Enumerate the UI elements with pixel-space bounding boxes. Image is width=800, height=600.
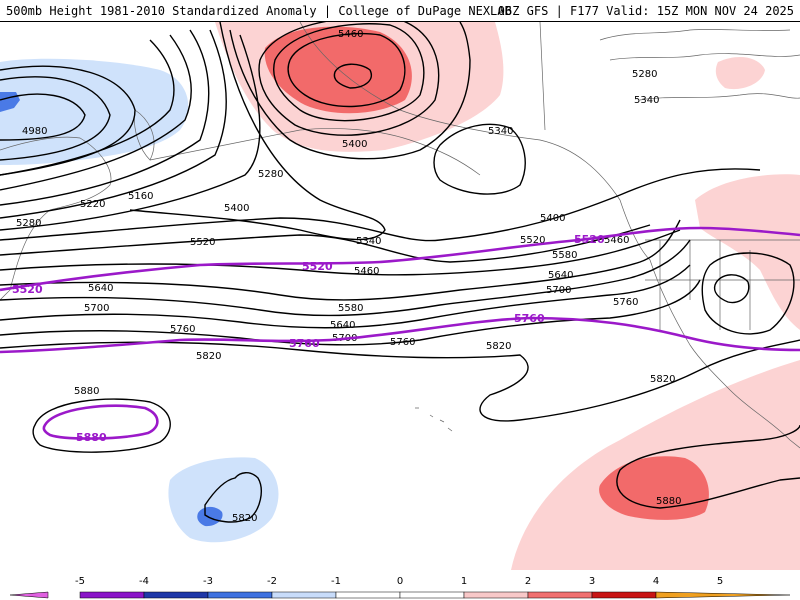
hawaii-islands bbox=[415, 407, 453, 432]
contour-label: 5400 bbox=[342, 139, 367, 150]
contour-label: 5640 bbox=[88, 283, 113, 294]
contour-label: 5400 bbox=[224, 203, 249, 214]
negative-anomaly-south bbox=[168, 457, 279, 543]
contour-label: 5280 bbox=[632, 69, 657, 80]
contour-label: 5460 bbox=[338, 29, 363, 40]
negative-anomaly-south-core bbox=[197, 506, 223, 527]
climo-5760 bbox=[0, 316, 800, 354]
contour-label: 5700 bbox=[84, 303, 109, 314]
colorbar-tick-label: -3 bbox=[203, 576, 213, 587]
contour-label: 5700 bbox=[546, 285, 571, 296]
contour-label: 5580 bbox=[552, 250, 577, 261]
colorbar-tick-label: -5 bbox=[75, 576, 85, 587]
arctic-islands bbox=[599, 29, 800, 101]
climo-label: 5520 bbox=[574, 233, 605, 246]
climo-label: 5520 bbox=[302, 260, 333, 273]
colorbar-swatch bbox=[655, 591, 791, 599]
contour-label: 5340 bbox=[356, 236, 381, 247]
alaska-coast bbox=[299, 22, 621, 201]
climo-label: 5880 bbox=[76, 431, 107, 444]
positive-anomaly-se-core bbox=[599, 456, 709, 520]
contour-label: 5340 bbox=[488, 126, 513, 137]
contour-label: 5520 bbox=[520, 235, 545, 246]
positive-anomaly-east bbox=[695, 174, 800, 330]
climo-label: 5760 bbox=[289, 337, 320, 350]
colorbar-tick-label: 5 bbox=[717, 576, 723, 587]
contour-label: 5280 bbox=[16, 218, 41, 229]
colorbar-swatch bbox=[207, 591, 273, 599]
climo-5520 bbox=[0, 226, 800, 292]
contour-label: 5880 bbox=[74, 386, 99, 397]
colorbar-tick-label: 4 bbox=[653, 576, 659, 587]
colorbar-tick-label: 1 bbox=[461, 576, 467, 587]
colorbar-ticks: -5 -4 -3 -2 -1 0 1 2 3 4 5 bbox=[75, 576, 723, 587]
contour-label: 5580 bbox=[338, 303, 363, 314]
colorbar-swatch bbox=[463, 591, 529, 599]
contour-labels: 5460 5280 5340 4980 5340 5400 5280 5160 … bbox=[16, 29, 681, 524]
height-contours bbox=[0, 22, 800, 523]
coastlines bbox=[0, 22, 800, 449]
contour-label: 5640 bbox=[330, 320, 355, 331]
header-bar: 500mb Height 1981-2010 Standardized Anom… bbox=[0, 0, 800, 22]
colorbar-tick-label: -1 bbox=[331, 576, 341, 587]
contour-label: 5400 bbox=[540, 213, 565, 224]
contour-5820-south bbox=[204, 472, 262, 523]
contour-5460-low bbox=[333, 63, 372, 89]
climo-label: 5760 bbox=[514, 312, 545, 325]
colorbar-tick-label: 2 bbox=[525, 576, 531, 587]
climatology-contours bbox=[0, 226, 800, 440]
aleutian-chain bbox=[149, 128, 481, 176]
climatology-labels: 5520 5520 5520 5760 5760 5880 bbox=[12, 233, 605, 444]
anomaly-colorbar: -5 -4 -3 -2 -1 0 1 2 3 4 5 bbox=[9, 576, 791, 599]
colorbar-swatch bbox=[143, 591, 209, 599]
map-title: 500mb Height 1981-2010 Standardized Anom… bbox=[6, 4, 512, 18]
contour-label: 5760 bbox=[613, 297, 638, 308]
colorbar-tick-label: -4 bbox=[139, 576, 149, 587]
contour-label: 5820 bbox=[650, 374, 675, 385]
anomaly-shading bbox=[0, 22, 800, 570]
colorbar-swatch bbox=[271, 591, 337, 599]
contour-label: 5280 bbox=[258, 169, 283, 180]
contour-5880-se bbox=[616, 424, 800, 509]
contour-label: 5820 bbox=[232, 513, 257, 524]
contour-label: 5460 bbox=[604, 235, 629, 246]
colorbar-swatches bbox=[9, 591, 791, 599]
climo-5880 bbox=[42, 404, 159, 440]
colorbar-tick-label: 0 bbox=[397, 576, 403, 587]
height-anomaly-map: 5460 5280 5340 4980 5340 5400 5280 5160 … bbox=[0, 22, 800, 570]
positive-anomaly-ne bbox=[715, 56, 765, 90]
colorbar-swatch bbox=[335, 591, 401, 599]
contour-label: 5820 bbox=[196, 351, 221, 362]
colorbar-tick-label: 3 bbox=[589, 576, 595, 587]
climo-label: 5520 bbox=[12, 283, 43, 296]
colorbar-swatch bbox=[79, 591, 145, 599]
contour-label: 5880 bbox=[656, 496, 681, 507]
negative-anomaly-nw-core bbox=[0, 92, 20, 112]
run-valid-time: 06Z GFS | F177 Valid: 15Z MON NOV 24 202… bbox=[497, 4, 794, 18]
colorbar-swatch bbox=[591, 591, 657, 599]
contour-label: 5460 bbox=[354, 266, 379, 277]
contour-label: 4980 bbox=[22, 126, 47, 137]
contour-label: 5820 bbox=[486, 341, 511, 352]
contour-label: 5760 bbox=[390, 337, 415, 348]
colorbar-swatch bbox=[9, 591, 49, 599]
north-america-coast bbox=[539, 22, 800, 449]
asia-coast bbox=[0, 136, 112, 301]
colorbar-tick-label: -2 bbox=[267, 576, 277, 587]
contour-label: 5520 bbox=[190, 237, 215, 248]
contour-label: 5340 bbox=[634, 95, 659, 106]
negative-anomaly-nw bbox=[0, 58, 189, 165]
contour-label: 5220 bbox=[80, 199, 105, 210]
contour-label: 5760 bbox=[170, 324, 195, 335]
contour-4980 bbox=[0, 93, 86, 141]
contour-label: 5640 bbox=[548, 270, 573, 281]
colorbar-swatch bbox=[527, 591, 593, 599]
colorbar-swatch bbox=[399, 591, 465, 599]
contour-5880-west bbox=[32, 398, 171, 453]
contour-label: 5160 bbox=[128, 191, 153, 202]
